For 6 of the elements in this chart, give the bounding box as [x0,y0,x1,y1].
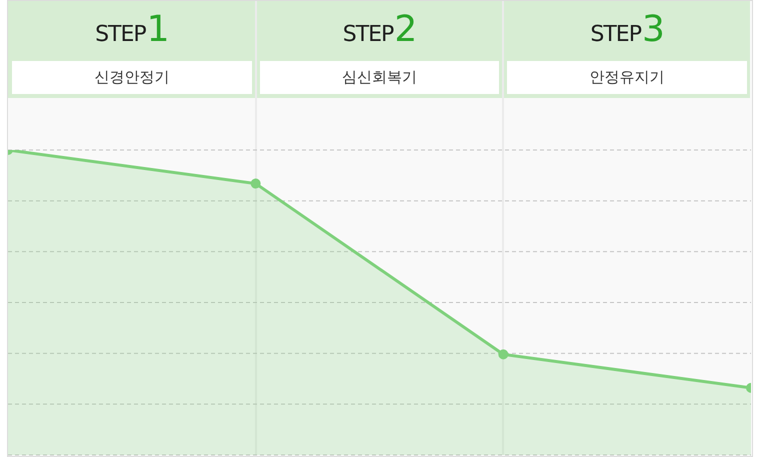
text: STEP3 [590,9,664,50]
text: 신경안정기 [12,61,252,94]
text: STEP1 [95,9,169,50]
text: STEP2 [342,9,416,50]
text: 심신회복기 [260,61,500,94]
text: 안정유지기 [507,61,747,94]
